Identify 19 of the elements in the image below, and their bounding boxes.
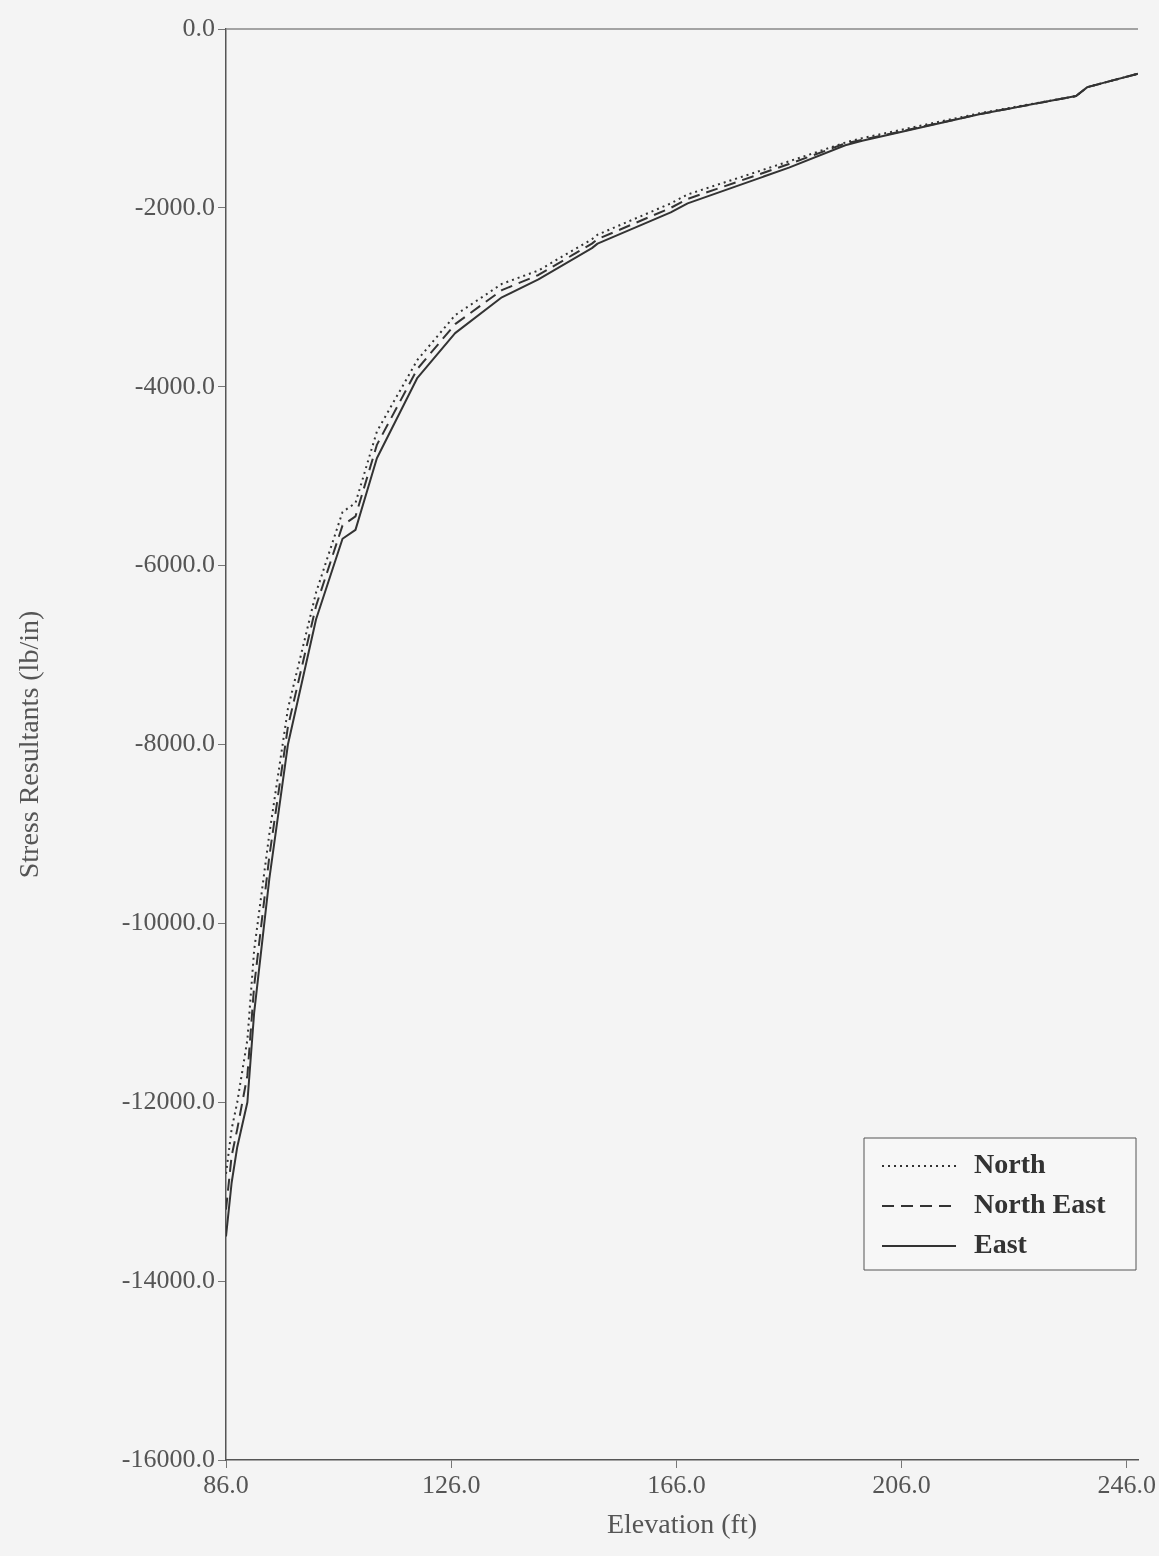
legend-label: North <box>974 1148 1046 1180</box>
y-tick-label: -14000.0 <box>121 1264 215 1294</box>
y-tick-label: -2000.0 <box>134 191 215 221</box>
y-tick-label: -16000.0 <box>121 1443 215 1473</box>
y-tick-label: -10000.0 <box>121 907 215 937</box>
legend-label: East <box>974 1228 1028 1260</box>
x-tick-label: 166.0 <box>647 1470 706 1500</box>
y-tick-label: -12000.0 <box>121 1086 215 1116</box>
y-tick-label: 0.0 <box>182 12 215 42</box>
x-axis-title: Elevation (ft) <box>606 1507 758 1539</box>
x-tick-label: 86.0 <box>203 1470 249 1500</box>
y-axis-title: Stress Resultants (lb/in) <box>13 610 45 879</box>
x-tick-label: 246.0 <box>1097 1470 1156 1500</box>
x-tick-label: 206.0 <box>872 1470 931 1500</box>
y-tick-label: -8000.0 <box>134 728 215 758</box>
y-tick-label: -6000.0 <box>134 549 215 579</box>
y-tick-label: -4000.0 <box>134 370 215 400</box>
x-tick-label: 126.0 <box>421 1470 481 1500</box>
legend-label: North East <box>974 1188 1107 1220</box>
